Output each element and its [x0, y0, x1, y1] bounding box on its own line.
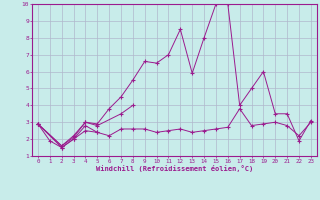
X-axis label: Windchill (Refroidissement éolien,°C): Windchill (Refroidissement éolien,°C): [96, 165, 253, 172]
